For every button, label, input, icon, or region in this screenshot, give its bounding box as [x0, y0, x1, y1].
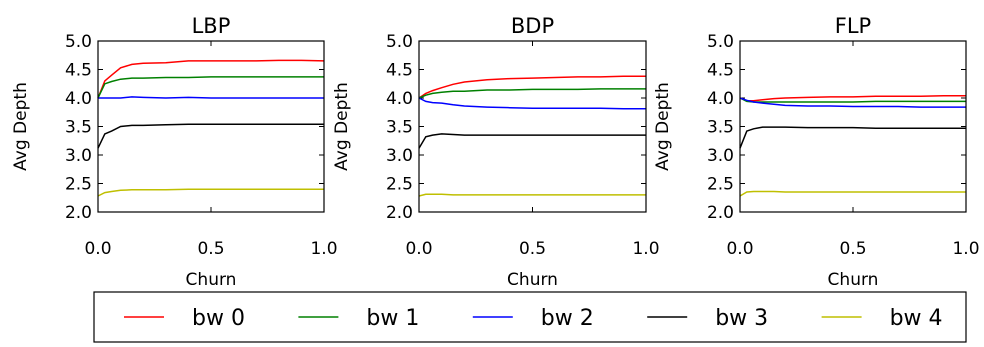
plot-frame	[418, 40, 647, 213]
legend-label: bw 4	[890, 306, 943, 331]
series-line-bw-1	[97, 76, 324, 99]
x-axis-label: Churn	[828, 270, 879, 290]
y-tick-label: 3.5	[707, 118, 734, 138]
x-tick-label: 0.0	[84, 239, 111, 259]
series-line-bw-0	[418, 75, 646, 99]
chart-panel-flp: FLP 2.0 2.5 3.0 3.5 4.0 4.5 5.0 0.0 0.5 1.0 Churn Av…	[653, 14, 980, 290]
x-tick-label: 0.5	[197, 239, 224, 259]
series-line-bw-4	[739, 190, 966, 197]
chart-title: LBP	[192, 14, 231, 38]
y-tick-label: 2.5	[707, 175, 734, 195]
y-axis-label: Avg Depth	[332, 82, 352, 171]
legend-label: bw 3	[715, 306, 768, 331]
y-tick-label: 4.0	[707, 89, 734, 109]
x-tick-label: 0.0	[405, 239, 432, 259]
y-tick-label: 5.0	[65, 32, 92, 52]
chart-panel-lbp: LBP 2.0 2.5 3.0 3.5 4.0 4.5 5.0 0.0 0.5 1.0 Churn Av…	[11, 14, 338, 290]
x-axis-label: Churn	[507, 270, 558, 290]
y-tick-label: 4.5	[386, 61, 413, 81]
y-tick-label: 4.5	[707, 61, 734, 81]
y-tick-label: 2.5	[386, 175, 413, 195]
y-tick-label: 3.0	[386, 146, 413, 166]
legend: bw 0 bw 1 bw 2 bw 3 bw 4	[93, 291, 967, 343]
y-tick-label: 2.5	[65, 175, 92, 195]
y-tick-label: 2.0	[707, 203, 734, 223]
y-tick-label: 5.0	[707, 32, 734, 52]
y-tick-label: 3.5	[386, 118, 413, 138]
chart-title: BDP	[511, 14, 554, 38]
x-axis-label: Churn	[186, 270, 237, 290]
series-line-bw-3	[739, 126, 966, 149]
x-tick-label: 1.0	[310, 239, 337, 259]
y-tick-label: 4.0	[65, 89, 92, 109]
y-tick-label: 3.0	[65, 146, 92, 166]
chart-panel-bdp: BDP 2.0 2.5 3.0 3.5 4.0 4.5 5.0 0.0 0.5 1.0 Churn Av…	[332, 14, 660, 290]
series-line-bw-2	[98, 96, 324, 99]
legend-label: bw 2	[541, 306, 594, 331]
legend-label: bw 0	[192, 306, 245, 331]
series-line-bw-3	[418, 133, 646, 149]
y-tick-label: 4.5	[65, 61, 92, 81]
y-tick-label: 5.0	[386, 32, 413, 52]
plot-frame	[97, 40, 325, 213]
legend-label: bw 1	[366, 306, 419, 331]
y-tick-label: 4.0	[386, 89, 413, 109]
chart-title: FLP	[835, 14, 871, 38]
x-tick-label: 1.0	[632, 239, 659, 259]
series-line-bw-2	[418, 97, 646, 110]
y-axis-label: Avg Depth	[653, 82, 673, 171]
series-line-bw-0	[97, 59, 325, 99]
x-tick-label: 0.0	[726, 239, 753, 259]
y-tick-label: 3.0	[707, 146, 734, 166]
legend-frame	[93, 291, 967, 343]
series-line-bw-0	[739, 94, 966, 102]
y-tick-label: 2.0	[386, 203, 413, 223]
series-line-bw-3	[97, 123, 324, 149]
x-tick-label: 0.5	[839, 239, 866, 259]
series-line-bw-4	[97, 188, 324, 197]
x-tick-label: 0.5	[519, 239, 546, 259]
y-tick-label: 2.0	[65, 203, 92, 223]
series-line-bw-4	[418, 193, 646, 197]
x-tick-label: 1.0	[952, 239, 979, 259]
y-tick-label: 3.5	[65, 118, 92, 138]
plot-frame	[739, 40, 967, 213]
y-axis-label: Avg Depth	[11, 82, 31, 171]
series-line-bw-1	[418, 88, 646, 99]
series-line-bw-2	[739, 97, 966, 108]
